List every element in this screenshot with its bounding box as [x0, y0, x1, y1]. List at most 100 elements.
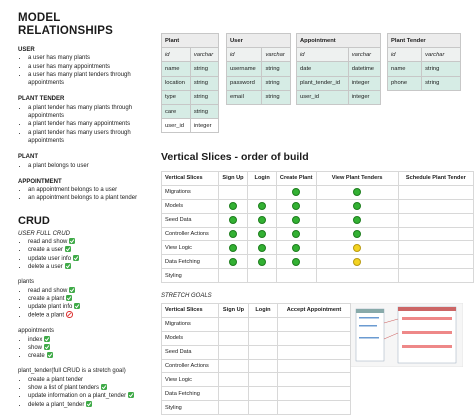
section-heading: USER: [18, 47, 35, 53]
stretch-row: Styling: [161, 400, 351, 415]
status-icon: [66, 294, 73, 301]
empty-cell: [218, 344, 249, 360]
bullet-item: show: [28, 343, 158, 352]
field-name: name: [386, 61, 423, 77]
field-type: string: [421, 61, 461, 77]
status-cell: [247, 268, 277, 284]
model-header: Plant Tender: [387, 32, 461, 49]
status-cell: [217, 184, 249, 200]
model-name: User: [226, 32, 291, 49]
empty-cell: [218, 400, 249, 415]
field-type: varchar: [261, 47, 291, 63]
model-row: id varchar: [296, 47, 382, 63]
column-header: Accept Appointment: [277, 303, 351, 318]
bullet-item: a plant tender has many appointments: [28, 120, 158, 128]
model-header: User: [226, 32, 291, 49]
status-icon: [46, 352, 53, 359]
field-name: username: [225, 61, 263, 77]
bullet-item: read and show: [28, 286, 158, 295]
slice-row: Migrations: [161, 184, 474, 200]
crud-title: CRUD: [18, 214, 50, 227]
field-name: id: [225, 47, 263, 63]
model-table: User id varchar username string password strin…: [225, 32, 291, 105]
status-cell: [247, 198, 277, 214]
empty-cell: [218, 372, 249, 388]
section-heading: PLANT TENDER: [18, 96, 65, 103]
status-icon: [73, 254, 80, 261]
bullet-item: show a list of plant tenders: [28, 384, 158, 392]
left-column: MODEL RELATIONSHIPSUSERa user has many p…: [18, 12, 158, 409]
field-name: phone: [386, 75, 423, 91]
status-cell: [315, 240, 399, 256]
status-cell: [397, 268, 474, 284]
status-dot: [228, 230, 237, 238]
model-header: Appointment: [296, 32, 381, 49]
status-dot: [353, 243, 362, 252]
status-icon: [128, 392, 135, 399]
model-row: password string: [225, 75, 291, 91]
status-cell: [397, 240, 474, 256]
field-name: type: [161, 89, 191, 105]
status-icon: [65, 246, 72, 253]
status-cell: [315, 268, 399, 284]
row-label: Migrations: [161, 316, 219, 332]
model-table: Plant Tender id varchar name string phone stri…: [386, 32, 461, 91]
status-dot: [258, 216, 267, 225]
field-type: varchar: [189, 47, 220, 63]
empty-cell: [248, 400, 278, 415]
column-header: Vertical Slices: [161, 303, 219, 318]
empty-cell: [248, 316, 278, 332]
column-header: Create Plant: [275, 171, 317, 186]
status-cell: [275, 212, 317, 228]
status-cell: [247, 184, 277, 200]
model-table: Plant id varchar name string location string ty…: [161, 32, 220, 134]
stretch-row: Controller Actions: [161, 358, 351, 374]
item-text: create a user: [28, 247, 64, 254]
empty-cell: [218, 330, 249, 346]
column-header: Sign Up: [218, 303, 249, 318]
status-dot: [292, 230, 301, 238]
empty-cell: [248, 344, 278, 360]
bullet-item: a user has many appointments: [28, 63, 158, 71]
row-label: View Logic: [161, 240, 219, 256]
status-dot: [353, 257, 362, 266]
bullet-item: create: [28, 352, 158, 360]
field-type: string: [189, 75, 220, 91]
status-cell: [275, 268, 317, 284]
model-row: location string: [161, 75, 220, 91]
bullet-item: delete a user: [28, 262, 158, 271]
model-row: care string: [161, 103, 220, 120]
stretch-row: Models: [161, 330, 351, 346]
column-header: Vertical Slices: [161, 171, 219, 186]
status-cell: [217, 198, 249, 214]
status-dot: [228, 243, 237, 252]
status-cell: [315, 212, 399, 228]
field-name: id: [296, 47, 349, 63]
item-text: delete a user: [28, 263, 63, 270]
model-row: user_id integer: [296, 89, 382, 105]
bullet-item: update information on a plant_tender: [28, 392, 158, 400]
row-label: Migrations: [161, 184, 219, 200]
status-dot: [353, 202, 362, 211]
bullet-list: a plant tender has many plants through a…: [18, 104, 158, 145]
item-text: delete a plant_tender: [28, 401, 85, 408]
empty-cell: [277, 344, 351, 360]
status-icon: [74, 303, 81, 310]
field-name: location: [161, 75, 191, 91]
bullet-item: an appointment belongs to a plant tender: [28, 194, 158, 202]
empty-cell: [248, 386, 278, 402]
status-cell: [217, 226, 249, 242]
stretch-row: Migrations: [161, 316, 351, 332]
status-cell: [275, 198, 317, 214]
bullet-item: index: [28, 335, 158, 344]
slice-row: Seed Data: [161, 212, 474, 228]
column-header: Sign Up: [217, 171, 249, 186]
bullet-list: a plant belongs to user: [18, 162, 158, 170]
empty-cell: [277, 400, 351, 415]
status-icon: [101, 384, 108, 390]
bullet-item: an appointment belongs to a user: [28, 186, 158, 194]
item-text: create: [28, 353, 45, 360]
empty-cell: [218, 358, 249, 374]
row-label: Controller Actions: [161, 358, 219, 374]
